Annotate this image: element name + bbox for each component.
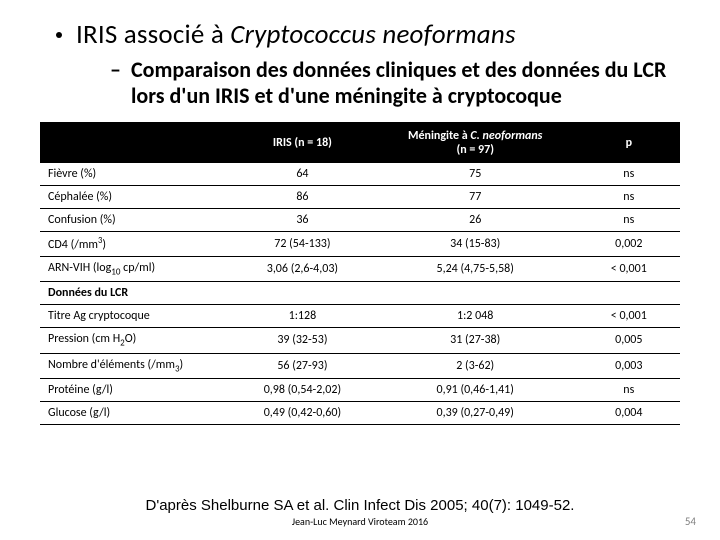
table-row: Céphalée (%)8677ns xyxy=(40,185,680,208)
table-row: Confusion (%)3626ns xyxy=(40,208,680,231)
bullet-dot-icon xyxy=(56,32,62,38)
cell-meningitis: 26 xyxy=(373,208,578,231)
cell-iris: 36 xyxy=(232,208,373,231)
table-row: ARN-VIH (log10 cp/ml)3,06 (2,6-4,03)5,24… xyxy=(40,256,680,281)
table-row: CD4 (/mm3)72 (54-133)34 (15-83)0,002 xyxy=(40,231,680,256)
cell-iris: 56 (27-93) xyxy=(232,353,373,378)
subtitle-line: – Comparaison des données cliniques et d… xyxy=(110,57,672,110)
table-row: Nombre d'éléments (/mm3)56 (27-93)2 (3-6… xyxy=(40,353,680,378)
citation-text: D'après Shelburne SA et al. Clin Infect … xyxy=(0,497,720,514)
row-label: ARN-VIH (log10 cp/ml) xyxy=(40,256,232,281)
row-label: Protéine (g/l) xyxy=(40,378,232,401)
row-label: Nombre d'éléments (/mm3) xyxy=(40,353,232,378)
title-bullet-line: IRIS associé à Cryptococcus neoformans xyxy=(56,18,692,51)
header-meningitis-italic: C. neoformans xyxy=(470,129,542,143)
header-meningitis-n: (n = 97) xyxy=(456,143,493,157)
header-meningitis-lead: Méningite à xyxy=(408,129,470,143)
cell-meningitis: 0,91 (0,46-1,41) xyxy=(373,378,578,401)
slide-title: IRIS associé à Cryptococcus neoformans xyxy=(76,18,516,51)
header-blank xyxy=(40,122,232,163)
cell-iris: 3,06 (2,6-4,03) xyxy=(232,256,373,281)
table-row: Protéine (g/l)0,98 (0,54-2,02)0,91 (0,46… xyxy=(40,378,680,401)
cell-iris: 39 (32-53) xyxy=(232,328,373,353)
cell-iris: 64 xyxy=(232,163,373,186)
row-label: Fièvre (%) xyxy=(40,163,232,186)
subtitle-text: Comparaison des données cliniques et des… xyxy=(131,57,672,110)
dash-icon: – xyxy=(110,57,121,83)
table-row: Pression (cm H2O)39 (32-53)31 (27-38)0,0… xyxy=(40,328,680,353)
cell-p: 0,004 xyxy=(578,401,680,424)
row-label: Pression (cm H2O) xyxy=(40,328,232,353)
cell-meningitis: 31 (27-38) xyxy=(373,328,578,353)
cell-iris: 86 xyxy=(232,185,373,208)
comparison-table: IRIS (n = 18) Méningite à C. neoformans … xyxy=(40,122,680,425)
cell-p: ns xyxy=(578,185,680,208)
section-label: Données du LCR xyxy=(40,282,680,305)
row-label: CD4 (/mm3) xyxy=(40,231,232,256)
table-row: Titre Ag cryptocoque1:1281:2 048< 0,001 xyxy=(40,305,680,328)
page-number: 54 xyxy=(685,515,696,528)
row-label: Confusion (%) xyxy=(40,208,232,231)
cell-p: < 0,001 xyxy=(578,256,680,281)
cell-iris: 0,49 (0,42-0,60) xyxy=(232,401,373,424)
cell-p: 0,002 xyxy=(578,231,680,256)
table-row: Glucose (g/l)0,49 (0,42-0,60)0,39 (0,27-… xyxy=(40,401,680,424)
cell-p: ns xyxy=(578,163,680,186)
cell-p: ns xyxy=(578,208,680,231)
cell-meningitis: 1:2 048 xyxy=(373,305,578,328)
header-meningitis: Méningite à C. neoformans (n = 97) xyxy=(373,122,578,163)
section-row: Données du LCR xyxy=(40,282,680,305)
cell-iris: 1:128 xyxy=(232,305,373,328)
cell-meningitis: 2 (3-62) xyxy=(373,353,578,378)
cell-p: ns xyxy=(578,378,680,401)
slide: IRIS associé à Cryptococcus neoformans –… xyxy=(0,0,720,540)
comparison-table-wrap: IRIS (n = 18) Méningite à C. neoformans … xyxy=(40,122,680,425)
table-row: Fièvre (%)6475ns xyxy=(40,163,680,186)
cell-p: 0,003 xyxy=(578,353,680,378)
cell-p: 0,005 xyxy=(578,328,680,353)
cell-meningitis: 5,24 (4,75-5,58) xyxy=(373,256,578,281)
cell-meningitis: 75 xyxy=(373,163,578,186)
table-header-row: IRIS (n = 18) Méningite à C. neoformans … xyxy=(40,122,680,163)
row-label: Titre Ag cryptocoque xyxy=(40,305,232,328)
cell-meningitis: 0,39 (0,27-0,49) xyxy=(373,401,578,424)
header-iris: IRIS (n = 18) xyxy=(232,122,373,163)
cell-iris: 0,98 (0,54-2,02) xyxy=(232,378,373,401)
title-italic: Cryptococcus neoformans xyxy=(230,18,515,51)
cell-p: < 0,001 xyxy=(578,305,680,328)
table-body: Fièvre (%)6475nsCéphalée (%)8677nsConfus… xyxy=(40,163,680,425)
row-label: Glucose (g/l) xyxy=(40,401,232,424)
cell-iris: 72 (54-133) xyxy=(232,231,373,256)
title-lead: IRIS associé à xyxy=(76,18,230,51)
cell-meningitis: 34 (15-83) xyxy=(373,231,578,256)
header-p: p xyxy=(578,122,680,163)
cell-meningitis: 77 xyxy=(373,185,578,208)
row-label: Céphalée (%) xyxy=(40,185,232,208)
credit-text: Jean-Luc Meynard Viroteam 2016 xyxy=(0,515,720,528)
